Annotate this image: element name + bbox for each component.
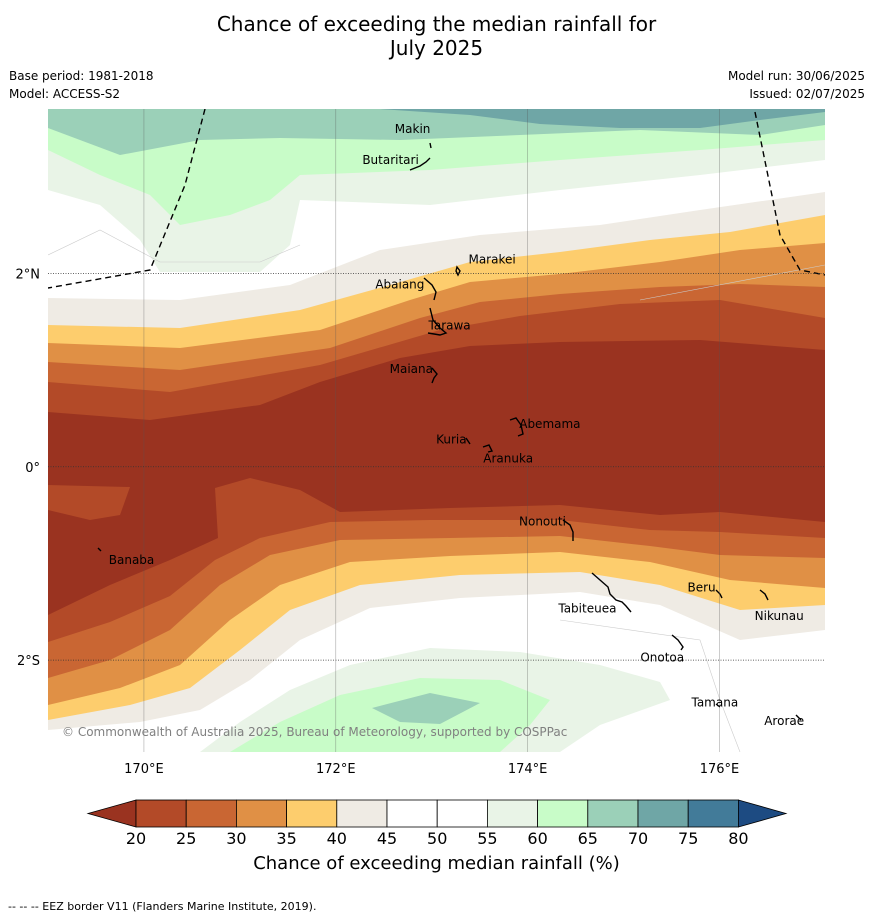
island-label: Aranuka bbox=[483, 451, 533, 465]
model-run: Model run: 30/06/2025 bbox=[727, 69, 865, 83]
colorbar-tick-label: 60 bbox=[527, 829, 547, 848]
island-label: Abemama bbox=[519, 417, 580, 431]
colorbar-tick-label: 20 bbox=[126, 829, 146, 848]
lon-tick-label: 176°E bbox=[700, 762, 740, 777]
island-labels: Makin Butaritari Marakei Abaiang Tarawa Maian… bbox=[109, 122, 804, 728]
meta-right: Model run: 30/06/2025 Issued: 02/07/2025 bbox=[728, 67, 865, 103]
colorbar-swatches bbox=[86, 799, 788, 828]
colorbar-swatch bbox=[386, 799, 438, 828]
colorbar-swatch bbox=[235, 799, 287, 828]
colorbar-title: Chance of exceeding median rainfall (%) bbox=[253, 853, 620, 874]
colorbar-tick-label: 35 bbox=[276, 829, 296, 848]
lat-tick-label: 2°N bbox=[16, 267, 41, 282]
copyright-notice: © Commonwealth of Australia 2025, Bureau… bbox=[62, 725, 567, 739]
map-title: Chance of exceeding the median rainfall … bbox=[0, 12, 873, 60]
colorbar-swatch bbox=[86, 799, 137, 828]
island-coastlines bbox=[97, 142, 802, 721]
title-line-1: Chance of exceeding the median rainfall … bbox=[216, 12, 657, 36]
island-label: Tarawa bbox=[428, 318, 471, 332]
island-label: Nonouti bbox=[519, 515, 566, 529]
band-north-70 bbox=[380, 109, 825, 128]
colorbar-tick-label: 55 bbox=[477, 829, 497, 848]
lon-tick-label: 172°E bbox=[316, 762, 356, 777]
island-label: Arorae bbox=[764, 714, 804, 728]
island-label: Marakei bbox=[468, 252, 515, 266]
title-line-2: July 2025 bbox=[389, 36, 484, 60]
island-label: Kuria bbox=[436, 432, 467, 446]
map-field bbox=[48, 109, 825, 752]
island-label: Abaiang bbox=[375, 278, 424, 292]
colorbar-tick-label: 25 bbox=[176, 829, 196, 848]
island-label: Tamana bbox=[690, 695, 738, 709]
base-period: Base period: 1981-2018 bbox=[9, 69, 154, 83]
eez-footnote: -- -- -- EEZ border V11 (Flanders Marine… bbox=[8, 900, 317, 913]
colorbar-ticks: 20 25 30 35 40 45 50 55 60 65 70 75 80 bbox=[126, 829, 749, 848]
colorbar-swatch bbox=[135, 799, 187, 828]
lat-tick-label: 2°S bbox=[17, 654, 40, 669]
colorbar-swatch bbox=[587, 799, 639, 828]
colorbar-swatch bbox=[185, 799, 237, 828]
meta-left: Base period: 1981-2018 Model: ACCESS-S2 bbox=[9, 67, 154, 103]
colorbar-swatch bbox=[436, 799, 488, 828]
lat-tick-label: 0° bbox=[25, 461, 40, 476]
colorbar-tick-label: 30 bbox=[226, 829, 246, 848]
colorbar-swatch bbox=[336, 799, 388, 828]
colorbar-tick-label: 80 bbox=[728, 829, 748, 848]
colorbar-tick-label: 65 bbox=[578, 829, 598, 848]
colorbar-tick-label: 45 bbox=[377, 829, 397, 848]
colorbar-swatch bbox=[486, 799, 538, 828]
island-label: Tabiteuea bbox=[557, 601, 616, 615]
colorbar-swatch bbox=[286, 799, 338, 828]
island-label: Nikunau bbox=[755, 609, 804, 623]
colorbar-swatch bbox=[537, 799, 589, 828]
colorbar-swatch bbox=[738, 799, 788, 828]
colorbar-tick-label: 40 bbox=[327, 829, 347, 848]
island-label: Onotoa bbox=[640, 651, 684, 665]
colorbar-swatch bbox=[687, 799, 739, 828]
island-label: Beru bbox=[687, 580, 715, 594]
island-label: Banaba bbox=[109, 553, 155, 567]
colorbar-tick-label: 75 bbox=[678, 829, 698, 848]
issued-date: Issued: 02/07/2025 bbox=[749, 87, 865, 101]
rainfall-map: Makin Butaritari Marakei Abaiang Tarawa Maian… bbox=[16, 109, 825, 777]
lon-tick-labels: 170°E 172°E 174°E 176°E bbox=[124, 762, 739, 777]
band-south-65 bbox=[372, 693, 480, 724]
colorbar-swatch bbox=[637, 799, 689, 828]
colorbar-tick-label: 50 bbox=[427, 829, 447, 848]
island-label: Maiana bbox=[390, 362, 433, 376]
island-label: Makin bbox=[395, 122, 431, 136]
lon-tick-label: 170°E bbox=[124, 762, 164, 777]
island-label: Butaritari bbox=[362, 153, 419, 167]
lat-tick-labels: 2°N 0° 2°S bbox=[16, 267, 41, 669]
lon-tick-label: 174°E bbox=[508, 762, 548, 777]
colorbar-tick-label: 70 bbox=[628, 829, 648, 848]
model-name: Model: ACCESS-S2 bbox=[9, 87, 121, 101]
eez-border-left bbox=[48, 109, 206, 289]
gridlines bbox=[48, 109, 825, 752]
eez-border-right bbox=[754, 111, 825, 276]
